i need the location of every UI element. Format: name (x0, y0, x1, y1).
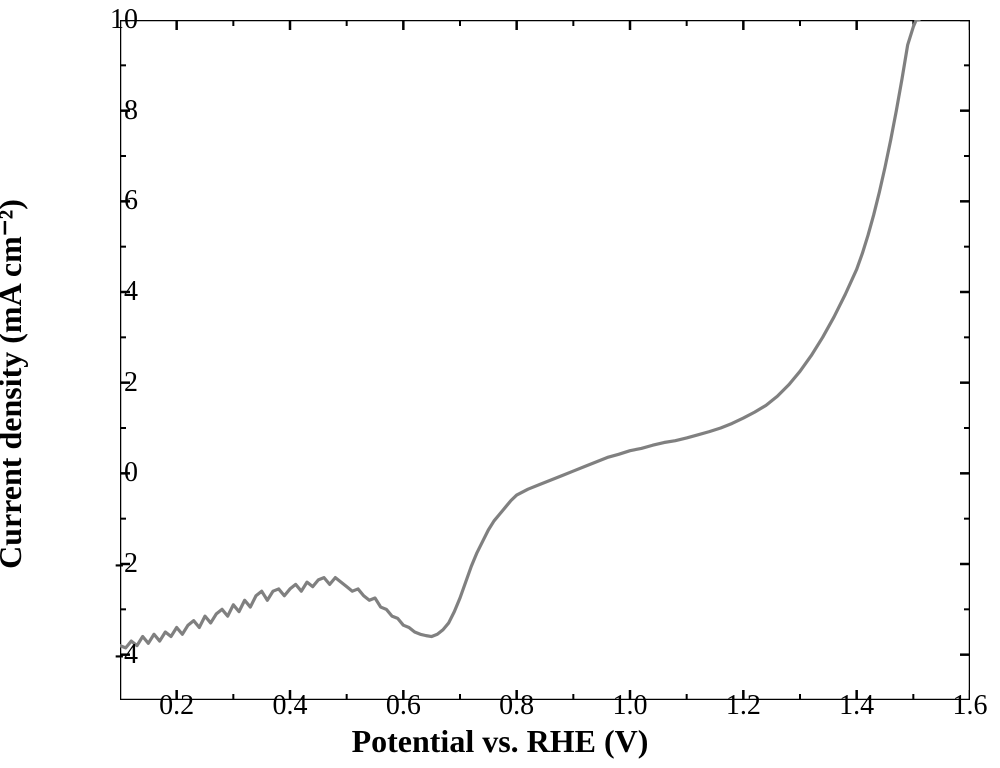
x-tick-label: 0.2 (159, 690, 194, 722)
y-tick-label: 0 (124, 457, 138, 489)
y-tick-label: 6 (124, 185, 138, 217)
x-tick-label: 0.6 (386, 690, 421, 722)
y-tick-label: 2 (124, 367, 138, 399)
y-tick-label: 10 (110, 4, 138, 36)
x-tick-label: 0.4 (273, 690, 308, 722)
x-tick-label: 1.4 (839, 690, 874, 722)
plot-area (120, 20, 970, 700)
lsv-chart: Current density (mA cm⁻²) Potential vs. … (0, 0, 1000, 768)
plot-svg (120, 20, 970, 700)
x-tick-label: 1.6 (953, 690, 988, 722)
y-tick-label: -2 (115, 548, 138, 580)
x-tick-label: 1.0 (613, 690, 648, 722)
y-tick-label: 4 (124, 276, 138, 308)
y-tick-label: 8 (124, 95, 138, 127)
x-tick-label: 0.8 (499, 690, 534, 722)
x-tick-label: 1.2 (726, 690, 761, 722)
y-tick-label: -4 (115, 639, 138, 671)
x-axis-label: Potential vs. RHE (V) (352, 723, 649, 760)
y-axis-label: Current density (mA cm⁻²) (0, 199, 29, 569)
